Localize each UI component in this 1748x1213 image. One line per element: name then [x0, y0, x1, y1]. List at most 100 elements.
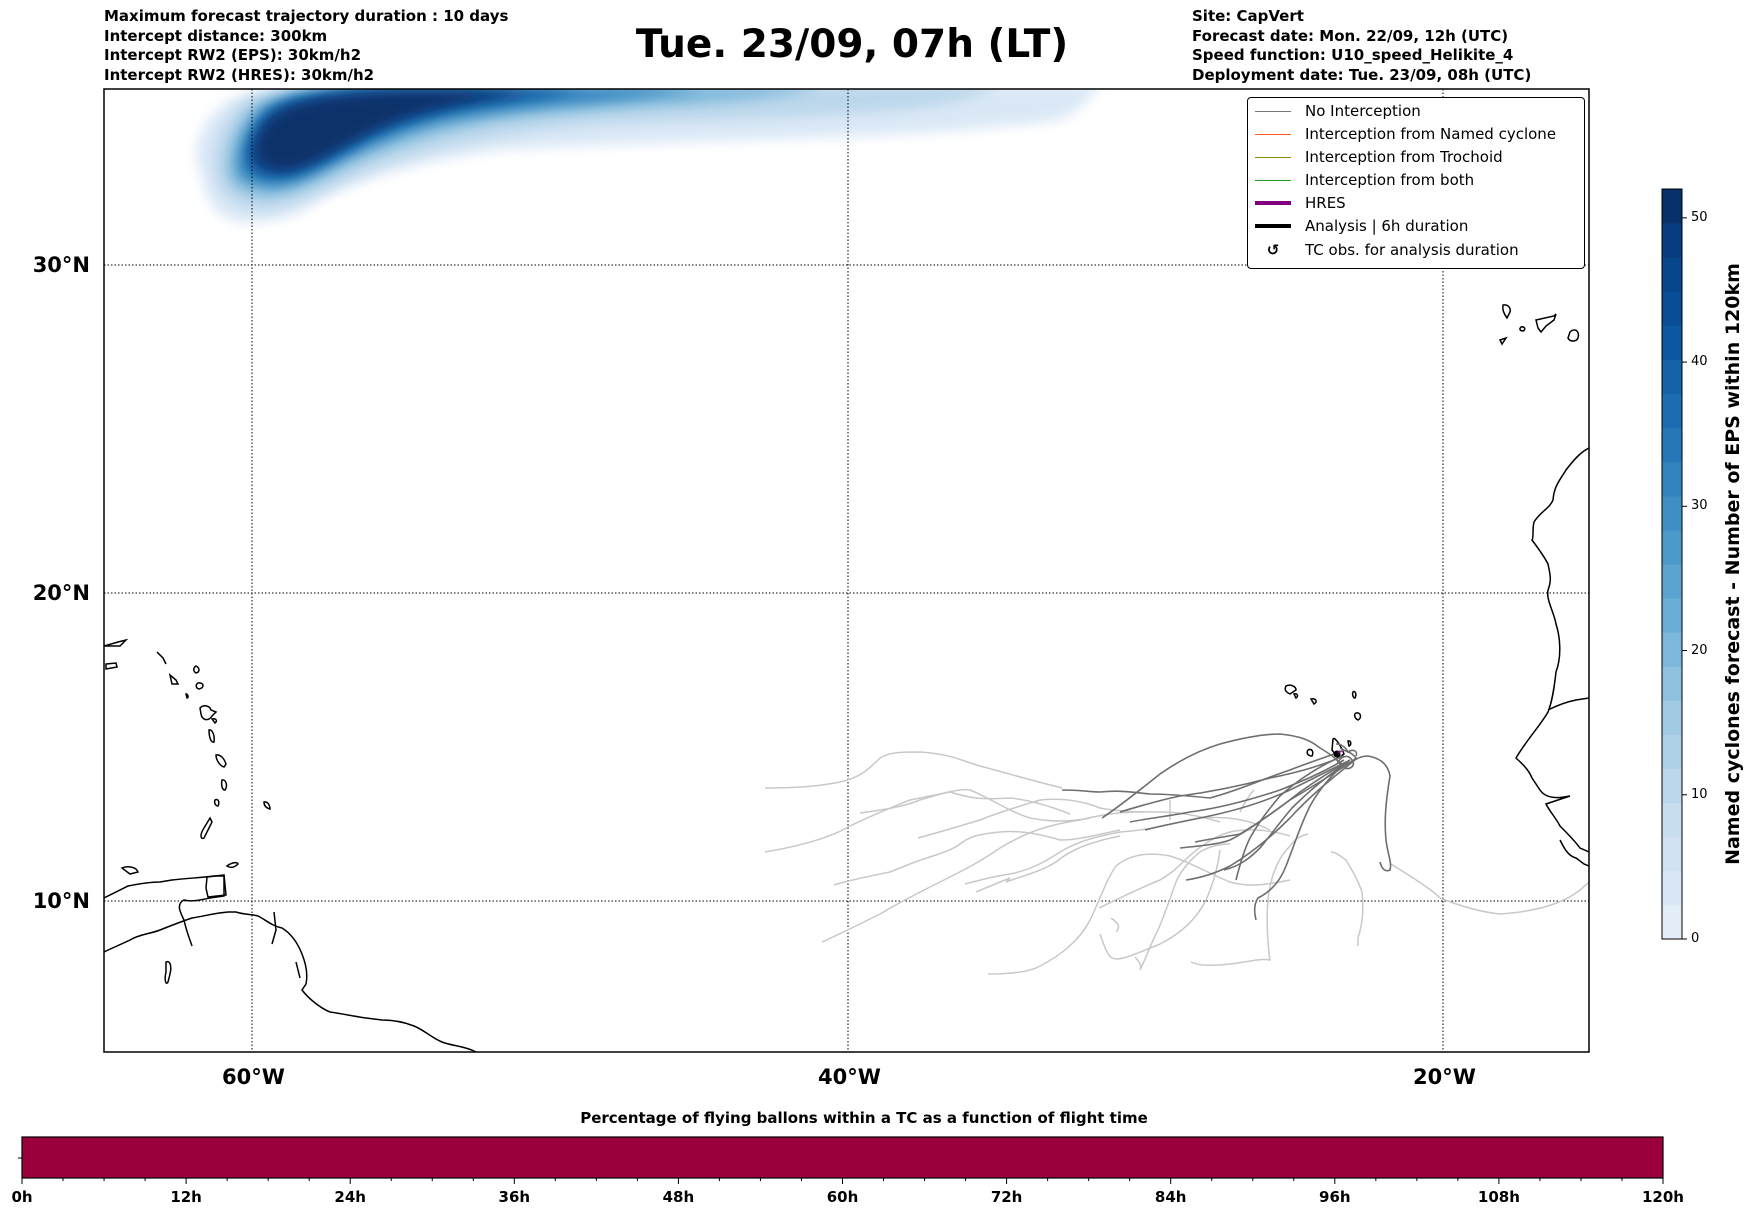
colorbar-segment: [1662, 291, 1682, 326]
trajectory: [1194, 759, 1351, 843]
island: [195, 682, 204, 690]
hres-position-marker: [1337, 750, 1341, 754]
lon-label-20w: 20°W: [1413, 1065, 1476, 1089]
legend-label: TC obs. for analysis duration: [1305, 241, 1519, 259]
coastline-trinidad: [205, 874, 227, 898]
legend-label: Interception from both: [1305, 171, 1475, 189]
trajectory: [1110, 917, 1120, 933]
lat-label-30n: 30°N: [32, 253, 90, 277]
island: [208, 729, 215, 743]
flight-time-tick-label: 96h: [1319, 1188, 1351, 1206]
island: [225, 861, 239, 869]
legend-item-tc-obs: ↺ TC obs. for analysis duration: [1248, 239, 1519, 261]
trajectory: [821, 811, 1221, 943]
legend-item-no-interception: No Interception: [1248, 100, 1421, 122]
trajectory: [1061, 749, 1345, 799]
flight-time-tick-label: 12h: [170, 1188, 202, 1206]
colorbar-segment: [1662, 427, 1682, 463]
legend-label: Analysis | 6h duration: [1305, 217, 1469, 235]
coastlines: [104, 304, 1589, 1052]
island-cape-verde: [1284, 684, 1297, 695]
flight-time-bar: [21, 1136, 1664, 1179]
map-frame: [103, 88, 1590, 1053]
info-line: Speed function: U10_speed_Helikite_4: [1192, 46, 1514, 64]
colorbar-segment: [1662, 393, 1682, 429]
trajectory: [1223, 759, 1351, 871]
info-line: Intercept RW2 (HRES): 30km/h2: [104, 65, 375, 84]
colorbar-segment: [1662, 257, 1682, 292]
island: [200, 816, 213, 840]
colorbar-tick-label: 40: [1691, 354, 1708, 370]
flight-time-ticks: [21, 1178, 1664, 1184]
line-icon: [1255, 215, 1291, 237]
flight-time-tick-label: 120h: [1642, 1188, 1684, 1206]
colorbar-frame: [1661, 188, 1683, 940]
line-icon: [1255, 192, 1291, 214]
coastline-africa-guinea: [1559, 839, 1589, 867]
colorbar-segment: [1662, 461, 1682, 497]
island: [168, 673, 180, 685]
island-canary: [1502, 304, 1511, 320]
legend-label: Interception from Named cyclone: [1305, 125, 1557, 143]
colorbar-segment: [1662, 529, 1682, 565]
colorbar-segment: [1662, 836, 1682, 872]
island: [185, 693, 189, 699]
legend-item-both: Interception from both: [1248, 169, 1474, 191]
flight-time-tick-label: 0h: [11, 1188, 33, 1206]
island: [104, 638, 129, 647]
trajectory: [764, 791, 1071, 853]
flight-time-tick-label: 36h: [498, 1188, 531, 1206]
island: [220, 779, 228, 791]
coastline-africa-gambia: [1547, 697, 1589, 711]
colorbar-segment: [1662, 666, 1682, 701]
trajectory: [1144, 761, 1347, 831]
flight-time-tick-label: 72h: [990, 1188, 1023, 1206]
trajectory: [1239, 789, 1255, 813]
island: [120, 866, 139, 875]
page-title: Tue. 23/09, 07h (LT): [635, 22, 1069, 67]
island: [215, 754, 227, 768]
flight-time-tick-label: 24h: [334, 1188, 366, 1206]
colorbar: [1662, 189, 1682, 940]
colorbar-tick-label: 0: [1691, 931, 1700, 946]
line-icon: [1255, 100, 1291, 122]
cyclone-density-field: [196, 89, 1098, 223]
island-canary: [1519, 326, 1526, 332]
info-line: Site: CapVert: [1192, 7, 1304, 25]
trajectory: [1129, 759, 1345, 823]
trajectory: [1330, 851, 1364, 946]
colorbar-segment: [1662, 189, 1682, 224]
info-line: Deployment date: Tue. 23/09, 08h (UTC): [1192, 65, 1532, 84]
trajectories-early: [1061, 733, 1392, 921]
island: [193, 665, 200, 674]
island-canary: [1498, 336, 1508, 346]
island-cape-verde: [1353, 712, 1362, 721]
colorbar-segment: [1662, 734, 1682, 770]
trajectory: [1335, 743, 1358, 757]
site-info: Site: CapVert Forecast date: Mon. 22/09,…: [1192, 7, 1612, 85]
colorbar-segment: [1662, 904, 1682, 940]
colorbar-segment: [1662, 359, 1682, 395]
trajectory: [1134, 843, 1231, 971]
info-line: Maximum forecast trajectory duration : 1…: [104, 7, 509, 25]
island: [105, 662, 118, 670]
colorbar-tick-label: 10: [1691, 786, 1708, 802]
trajectory: [964, 816, 1271, 885]
island-canary: [1535, 313, 1557, 334]
line-icon: [1255, 123, 1291, 145]
colorbar-ticks: [1682, 217, 1687, 940]
coastline-west-africa: [1515, 447, 1589, 853]
island-cape-verde: [1351, 690, 1357, 699]
info-line: Intercept distance: 300km: [104, 26, 328, 45]
coastline-guyana: [271, 911, 301, 979]
info-line: Forecast date: Mon. 22/09, 12h (UTC): [1192, 26, 1509, 45]
trajectory: [833, 829, 1121, 886]
legend-label: Interception from Trochoid: [1305, 148, 1503, 166]
colorbar-segment: [1662, 223, 1682, 258]
island-cape-verde: [1347, 740, 1352, 747]
trajectory: [1253, 759, 1351, 921]
colorbar-tick-label: 30: [1691, 498, 1708, 514]
island-cape-verde: [1292, 693, 1299, 700]
lon-label-40w: 40°W: [818, 1065, 881, 1089]
legend-label: HRES: [1305, 194, 1346, 212]
